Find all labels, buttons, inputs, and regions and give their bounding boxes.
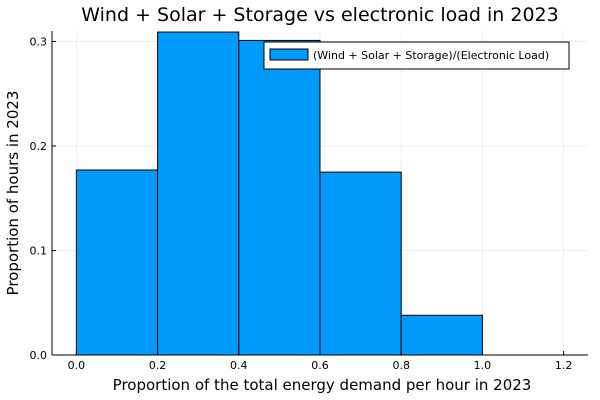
y-tick-label: 0.3 — [30, 35, 48, 48]
x-ticks: 0.0 0.2 0.4 0.6 0.8 1.0 1.2 — [68, 351, 573, 372]
x-tick-label: 0.6 — [311, 359, 329, 372]
legend-swatch — [269, 48, 309, 61]
x-tick-label: 0.0 — [68, 359, 86, 372]
x-tick-label: 0.2 — [149, 359, 167, 372]
bars — [75, 31, 483, 356]
x-tick-label: 1.0 — [474, 359, 492, 372]
y-tick-label: 0.1 — [30, 244, 48, 257]
legend: (Wind + Solar + Storage)/(Electronic Loa… — [263, 41, 570, 70]
y-tick-label: 0.2 — [30, 140, 48, 153]
legend-label: (Wind + Solar + Storage)/(Electronic Loa… — [313, 49, 549, 62]
x-tick-label: 0.8 — [392, 359, 410, 372]
x-axis-title: Proportion of the total energy demand pe… — [113, 376, 532, 394]
x-tick-label: 0.4 — [230, 359, 248, 372]
x-tick-label: 1.2 — [555, 359, 573, 372]
histogram-bar-4 — [400, 314, 483, 356]
legend-box — [263, 41, 570, 70]
histogram-bar-0 — [75, 169, 159, 356]
y-ticks: 0.0 0.1 0.2 0.3 — [30, 35, 56, 362]
chart-title: Wind + Solar + Storage vs electronic loa… — [81, 4, 558, 26]
y-axis-title: Proportion of hours in 2023 — [4, 91, 22, 296]
histogram-bar-1 — [157, 31, 240, 356]
histogram-bar-3 — [319, 171, 402, 356]
histogram-bar-2 — [238, 39, 321, 356]
y-tick-label: 0.0 — [30, 349, 48, 362]
